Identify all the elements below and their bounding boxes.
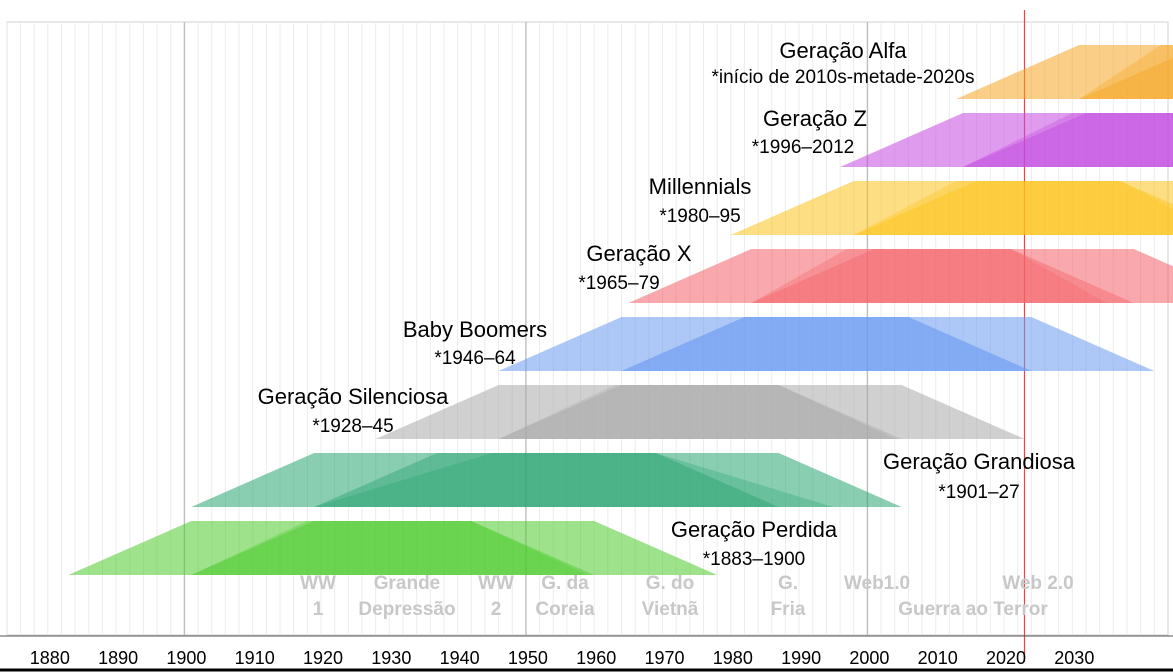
generation-band-peak <box>191 521 588 575</box>
generation-band-peak <box>963 113 1173 167</box>
generation-years: *1901–27 <box>938 482 1019 503</box>
generation-name: Geração Perdida <box>671 517 838 542</box>
event-label: 1 <box>313 599 324 620</box>
event-label: Vietnã <box>642 599 699 620</box>
x-tick-label: 2010 <box>918 648 958 668</box>
generation-name: Geração Z <box>763 106 867 131</box>
generation-band <box>68 521 718 575</box>
generation-years: *1965–79 <box>578 273 659 294</box>
event-label: G. do <box>646 573 695 594</box>
event-label: WW <box>478 573 514 594</box>
generation-band-peak <box>751 249 1107 303</box>
generation-band-peak <box>314 453 834 507</box>
x-tick-label: 1940 <box>440 648 480 668</box>
x-tick-label: 1890 <box>98 648 138 668</box>
x-tick-label: 2020 <box>986 648 1026 668</box>
event-label: WW <box>300 573 336 594</box>
x-tick-label: 1920 <box>303 648 343 668</box>
generation-band-peak <box>853 181 1173 235</box>
generation-band-core <box>498 385 902 439</box>
event-label: Guerra ao Terror <box>898 599 1048 620</box>
generation-band-peak <box>621 317 1032 371</box>
generation-name: Geração Grandiosa <box>883 449 1076 474</box>
generation-band <box>956 45 1173 99</box>
generation-years: *1928–45 <box>312 416 393 437</box>
generation-band <box>375 385 1025 439</box>
x-tick-label: 1930 <box>371 648 411 668</box>
generation-name: Geração X <box>586 241 691 266</box>
x-tick-label: 1900 <box>166 648 206 668</box>
generation-band-peak <box>498 385 895 439</box>
generation-bands <box>68 45 1173 575</box>
x-tick-label: 2030 <box>1054 648 1094 668</box>
event-label: G. da <box>541 573 589 594</box>
generation-labels: Geração Alfa *início de 2010s-metade-2020… <box>258 38 1076 570</box>
generation-name: Geração Silenciosa <box>258 384 450 409</box>
x-tick-label: 1880 <box>30 648 70 668</box>
generation-years: *1883–1900 <box>703 549 806 570</box>
event-label: Coreia <box>535 599 595 620</box>
generation-band-core <box>1079 57 1173 99</box>
generation-band <box>840 113 1173 167</box>
x-tick-label: 1990 <box>781 648 821 668</box>
event-label: Fria <box>771 599 806 620</box>
generation-band-core <box>621 317 1032 371</box>
generation-band <box>730 181 1173 235</box>
x-tick-label: 2000 <box>849 648 889 668</box>
generation-band-core <box>963 113 1173 167</box>
event-labels: WW 1 Grande Depressão WW 2 G. da Coreia G. do Vie… <box>300 573 1074 620</box>
generation-name: Geração Alfa <box>779 38 907 63</box>
event-label: 2 <box>491 599 502 620</box>
x-tick-label: 1980 <box>713 648 753 668</box>
x-tick-label: 1950 <box>508 648 548 668</box>
event-label: Web1.0 <box>844 573 910 594</box>
generation-band <box>191 453 902 507</box>
generation-band-core <box>314 453 779 507</box>
x-tick-label: 1970 <box>644 648 684 668</box>
generation-years: *1980–95 <box>659 206 740 227</box>
event-label: Web 2.0 <box>1002 573 1073 594</box>
event-label: Grande <box>374 573 441 594</box>
generation-band-core <box>853 181 1173 235</box>
event-label: G. <box>778 573 798 594</box>
x-axis: 1880 1890 1900 1910 1920 1930 1940 1950 1960 1970… <box>0 635 1173 672</box>
generation-years: *1946–64 <box>434 348 516 369</box>
generation-band-peak <box>1079 45 1173 99</box>
x-tick-label: 1910 <box>235 648 275 668</box>
generation-years: *início de 2010s-metade-2020s <box>711 67 974 88</box>
generation-band-core <box>191 521 595 575</box>
generation-band-core <box>751 249 1134 303</box>
generation-band <box>628 249 1173 303</box>
generation-name: Baby Boomers <box>403 317 547 342</box>
generation-band <box>498 317 1155 371</box>
event-label: Depressão <box>358 599 455 620</box>
x-tick-label: 1960 <box>576 648 616 668</box>
generation-years: *1996–2012 <box>752 137 855 158</box>
generation-name: Millennials <box>649 174 752 199</box>
